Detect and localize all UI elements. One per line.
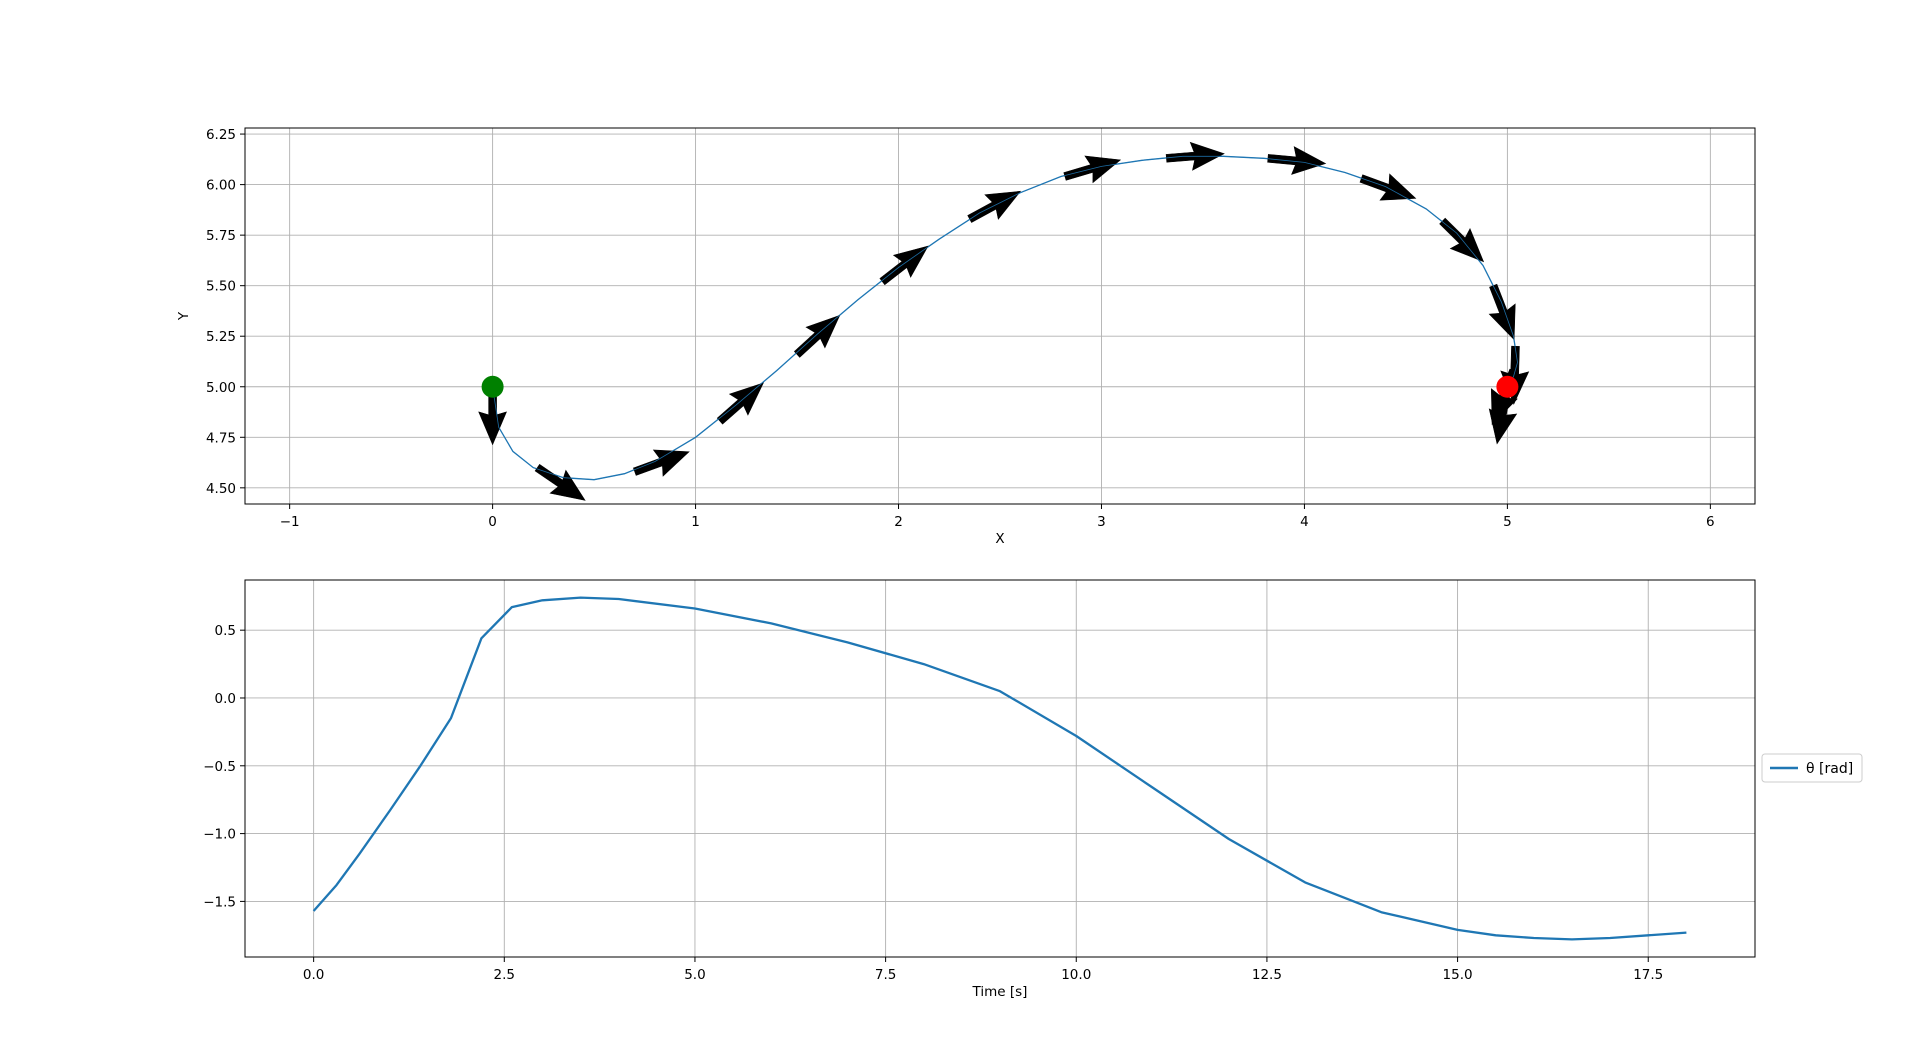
x-tick-label: 1 — [691, 514, 700, 530]
theta-frame — [244, 579, 1756, 958]
y-axis-label: Y — [176, 311, 192, 321]
trajectory-grid — [245, 128, 1755, 504]
legend-entry-theta: θ [rad] — [1806, 761, 1853, 777]
heading-arrow — [716, 382, 764, 425]
y-tick-label: 5.00 — [206, 380, 236, 396]
y-tick-label: 6.25 — [206, 127, 236, 143]
y-tick-label: −0.5 — [203, 759, 236, 775]
heading-arrow — [1267, 146, 1327, 175]
heading-arrow — [793, 314, 841, 358]
theta-line — [312, 596, 1687, 941]
heading-arrow — [633, 449, 690, 477]
heading-arrow — [1439, 217, 1485, 263]
end-marker — [1496, 375, 1519, 398]
y-tick-label: 4.50 — [206, 481, 236, 497]
y-tick-label: 5.50 — [206, 279, 236, 295]
trajectory-frame — [244, 127, 1756, 505]
trajectory-markers — [481, 375, 1519, 398]
heading-arrow — [534, 463, 586, 501]
start-marker — [481, 375, 504, 398]
trajectory-plot: −1 0 1 2 3 4 5 6 4.50 4.75 5.00 5.25 5.50 5.75 6.00 6.2… — [176, 127, 1756, 547]
legend-box — [1761, 753, 1863, 783]
time-axis-label: Time [s] — [972, 984, 1028, 1000]
x-tick-label: −1 — [280, 514, 300, 530]
x-tick-label: 0 — [488, 514, 497, 530]
y-tick-label: 0.0 — [215, 691, 236, 707]
x-tick-label: 3 — [1097, 514, 1106, 530]
theta-plot: 0.0 2.5 5.0 7.5 10.0 12.5 15.0 17.5 −1.5 −1.0 −0.5… — [203, 579, 1756, 1000]
heading-arrow — [1359, 173, 1417, 201]
x-tick-label: 10.0 — [1061, 967, 1091, 983]
trajectory-ticks: −1 0 1 2 3 4 5 6 4.50 4.75 5.00 5.25 5.50 5.75 6.00 6.2… — [206, 127, 1715, 530]
heading-arrows — [478, 141, 1530, 501]
x-axis-label: X — [995, 531, 1004, 547]
x-tick-label: 2.5 — [494, 967, 515, 983]
x-tick-label: 7.5 — [875, 967, 896, 983]
y-tick-label: 0.5 — [215, 623, 236, 639]
heading-arrow — [1063, 155, 1122, 184]
theta-series — [312, 596, 1687, 941]
y-tick-label: −1.5 — [203, 894, 236, 910]
x-tick-label: 12.5 — [1252, 967, 1282, 983]
y-tick-label: 4.75 — [206, 430, 236, 446]
legend: θ [rad] — [1761, 753, 1863, 783]
x-tick-label: 5 — [1503, 514, 1512, 530]
trajectory-line-overlay — [492, 155, 1518, 481]
heading-arrow — [1488, 283, 1516, 341]
x-tick-label: 6 — [1706, 514, 1715, 530]
x-tick-label: 17.5 — [1633, 967, 1663, 983]
x-tick-label: 0.0 — [303, 967, 324, 983]
x-tick-label: 5.0 — [684, 967, 705, 983]
x-tick-label: 2 — [894, 514, 903, 530]
y-tick-label: −1.0 — [203, 827, 236, 843]
heading-arrow — [879, 245, 929, 286]
y-tick-label: 5.75 — [206, 228, 236, 244]
y-tick-label: 5.25 — [206, 329, 236, 345]
x-tick-label: 4 — [1300, 514, 1309, 530]
x-tick-label: 15.0 — [1443, 967, 1473, 983]
theta-ticks: 0.0 2.5 5.0 7.5 10.0 12.5 15.0 17.5 −1.5 −1.0 −0.5… — [203, 623, 1663, 983]
theta-grid — [245, 580, 1755, 957]
y-tick-label: 6.00 — [206, 178, 236, 194]
